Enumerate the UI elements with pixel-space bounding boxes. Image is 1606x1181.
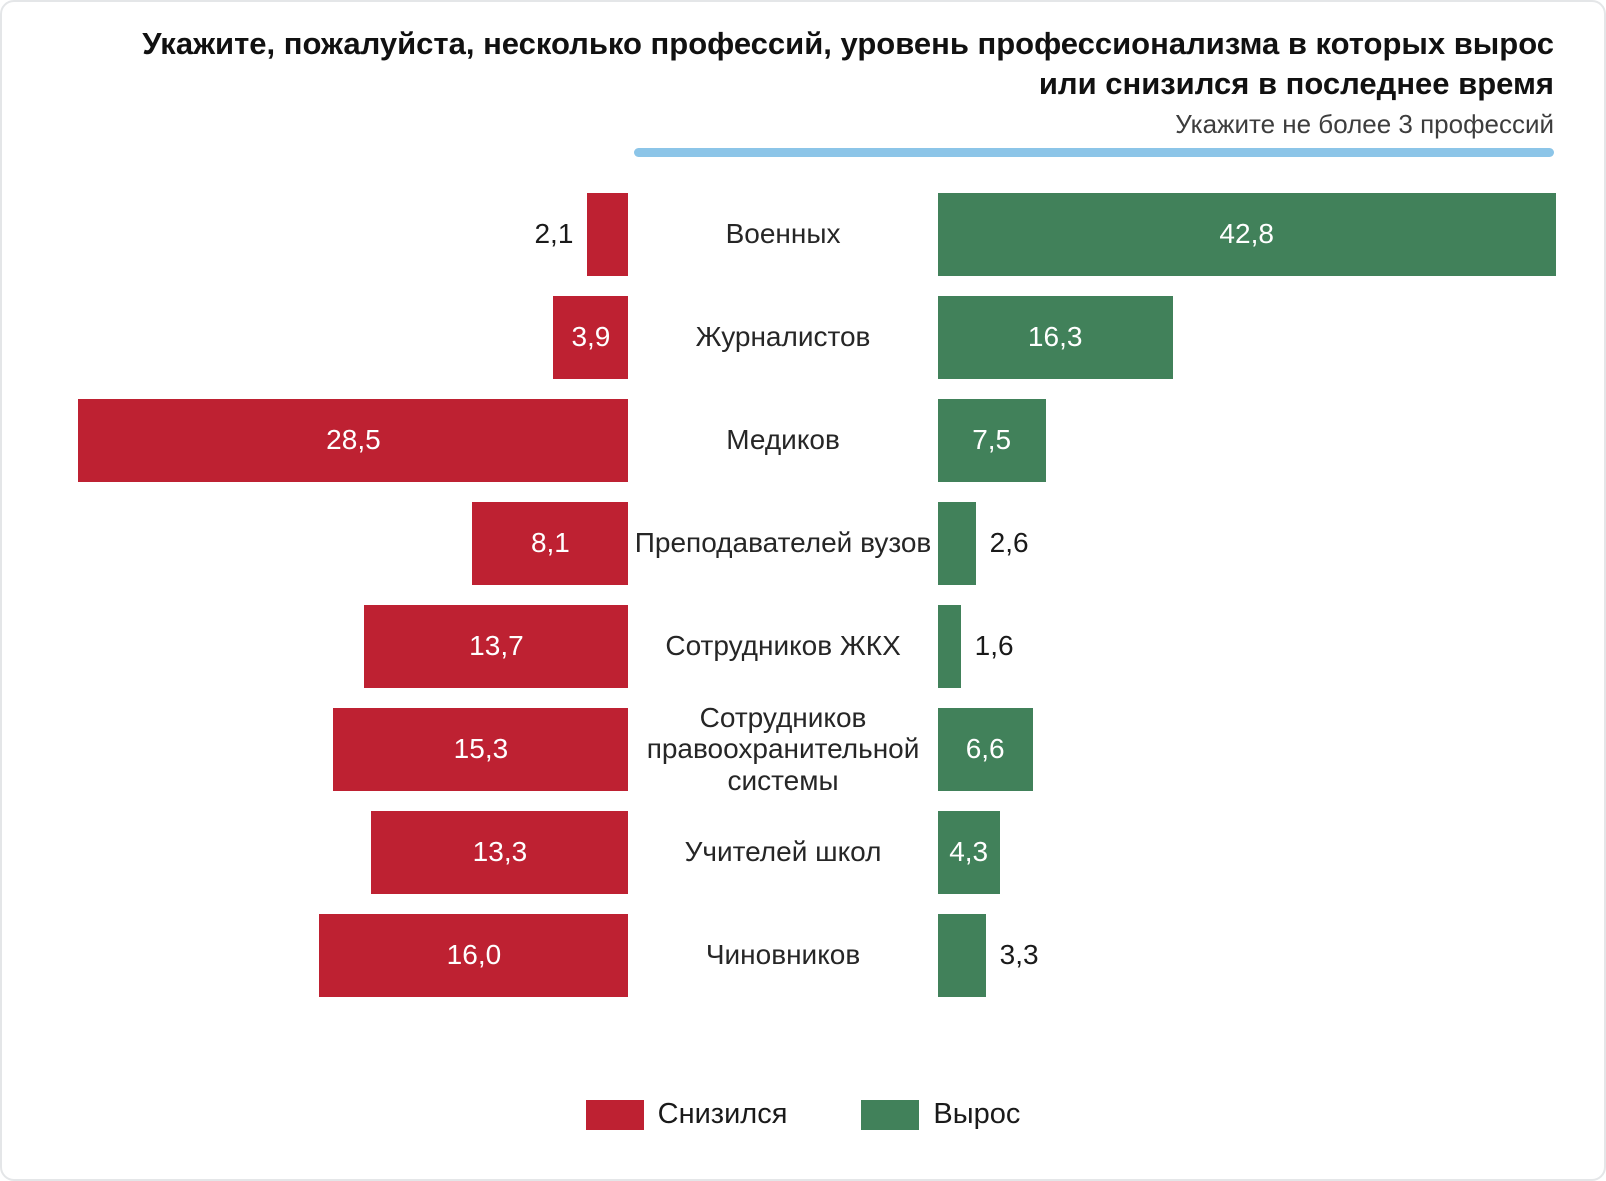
value-label: 7,5 [972,424,1012,456]
bar-decrease: 15,3 [333,707,629,791]
chart-row: 16,0 Чиновников 3,3 [2,913,1604,997]
category-label: Военных [725,218,841,250]
chart-header: Укажите, пожалуйста, несколько профессий… [2,2,1604,157]
value-label: 13,3 [472,836,528,868]
decrease-zone: 16,0 [2,913,629,997]
increase-zone: 3,3 [937,913,1604,997]
bar-increase: 6,6 [937,707,1033,791]
chart-row: 3,9 Журналистов 16,3 [2,295,1604,379]
value-label: 16,3 [1027,321,1083,353]
value-label: 13,7 [469,630,524,662]
decrease-zone: 13,7 [2,604,629,688]
bar-decrease [587,192,629,276]
chart-legend: Снизился Вырос [2,1098,1604,1131]
category-label: Чиновников [705,939,861,971]
chart-subtitle: Укажите не более 3 профессий [1175,108,1554,139]
bar-increase: 4,3 [937,810,1000,894]
chart-row: 13,3 Учителей школ 4,3 [2,810,1604,894]
accent-underline [634,147,1554,157]
decrease-zone: 15,3 [2,707,629,791]
value-label: 3,9 [571,321,611,353]
decrease-zone: 8,1 [2,501,629,585]
increase-zone: 2,6 [937,501,1604,585]
decrease-zone: 2,1 [2,192,629,276]
increase-zone: 4,3 [937,810,1604,894]
value-label: 42,8 [1219,218,1274,250]
category-label: Сотрудников правоохранительной системы [646,702,920,796]
bar-increase [937,913,986,997]
value-label: 2,6 [989,527,1029,559]
category-label: Сотрудников ЖКХ [665,630,901,662]
value-label: 4,3 [949,836,989,868]
bar-increase: 42,8 [937,192,1556,276]
chart-row: 8,1 Преподавателей вузов 2,6 [2,501,1604,585]
category-label: Журналистов [695,321,871,353]
value-label: 1,6 [974,630,1014,662]
bar-increase [937,501,976,585]
decrease-zone: 28,5 [2,398,629,482]
decrease-zone: 3,9 [2,295,629,379]
increase-zone: 7,5 [937,398,1604,482]
legend-item-decrease: Снизился [585,1098,788,1131]
category-label: Медиков [726,424,840,456]
legend-swatch-increase [861,1099,920,1130]
bar-decrease: 28,5 [78,398,629,482]
chart-row: 2,1 Военных 42,8 [2,192,1604,276]
value-label: 3,3 [999,939,1039,971]
bar-decrease: 13,3 [371,810,629,894]
category-label: Преподавателей вузов [634,527,932,559]
category-label: Учителей школ [684,836,882,868]
legend-swatch-decrease [585,1099,644,1130]
legend-label-increase: Вырос [933,1098,1021,1130]
legend-item-increase: Вырос [861,1098,1020,1131]
value-label: 15,3 [453,733,509,765]
value-label: 16,0 [446,939,502,971]
legend-label-decrease: Снизился [657,1098,788,1130]
chart-row: 28,5 Медиков 7,5 [2,398,1604,482]
bar-increase: 16,3 [937,295,1173,379]
increase-zone: 6,6 [937,707,1604,791]
chart-title: Укажите, пожалуйста, несколько профессий… [142,26,1554,102]
value-label: 28,5 [326,424,381,456]
bar-decrease: 3,9 [553,295,629,379]
bar-increase: 7,5 [937,398,1046,482]
value-label: 2,1 [534,218,574,250]
bar-decrease: 13,7 [364,604,629,688]
chart-row: 13,7 Сотрудников ЖКХ 1,6 [2,604,1604,688]
bar-increase [937,604,961,688]
increase-zone: 16,3 [937,295,1604,379]
diverging-bar-chart: 2,1 Военных 42,8 3,9 Журналистов 16,3 28,5 Меди… [2,192,1604,997]
value-label: 6,6 [965,733,1005,765]
chart-row: 15,3 Сотрудников правоохранительной систе… [2,702,1604,796]
increase-zone: 1,6 [937,604,1604,688]
decrease-zone: 13,3 [2,810,629,894]
bar-decrease: 16,0 [319,913,629,997]
bar-decrease: 8,1 [472,501,629,585]
value-label: 8,1 [530,527,570,559]
increase-zone: 42,8 [937,192,1604,276]
